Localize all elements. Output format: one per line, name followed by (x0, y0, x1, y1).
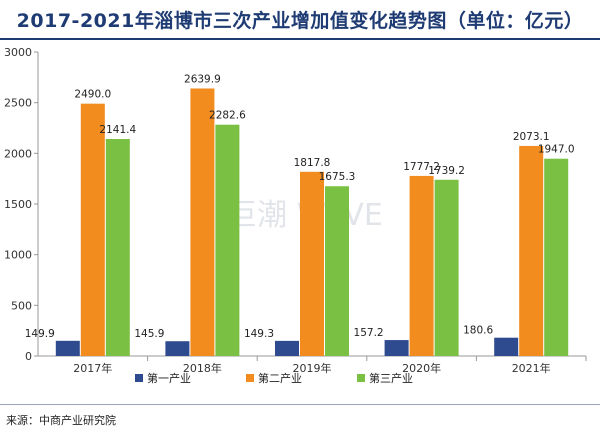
source-note: 来源：中商产业研究院 (6, 414, 116, 427)
x-tick-label: 2021年 (512, 361, 551, 375)
data-label: 2073.1 (513, 131, 550, 143)
x-tick-label: 2020年 (402, 361, 441, 375)
x-tick-label: 2019年 (293, 361, 332, 375)
bar-3-1 (105, 139, 130, 356)
bar-1-1 (55, 340, 80, 356)
data-label: 2141.4 (99, 124, 136, 136)
bar-1-4 (384, 340, 409, 356)
chart-title: 2017-2021年淄博市三次产业增加值变化趋势图（单位：亿元） (16, 10, 584, 32)
bar-3-4 (434, 179, 459, 356)
legend-swatch-2 (246, 374, 254, 382)
data-label: 149.3 (244, 328, 274, 340)
footer-rule (0, 404, 600, 405)
legend-label: 第三产业 (369, 371, 413, 385)
data-label: 1947.0 (538, 144, 575, 156)
bar-1-5 (494, 337, 519, 356)
data-label: 1739.2 (428, 165, 465, 177)
bar-chart: 巨潮 WAVE 050010001500200025003000149.9249… (4, 46, 587, 385)
y-tick-label: 1000 (4, 249, 32, 262)
data-label: 145.9 (134, 328, 164, 340)
legend-swatch-3 (357, 374, 365, 382)
bar-2-3 (300, 171, 324, 356)
data-label: 1817.8 (294, 157, 331, 169)
data-label: 2639.9 (184, 73, 221, 85)
data-label: 180.6 (463, 325, 493, 337)
bar-2-4 (409, 175, 434, 356)
bar-1-2 (165, 341, 190, 356)
y-tick-label: 3000 (4, 46, 32, 59)
bar-3-5 (544, 158, 569, 356)
title-rule (0, 38, 600, 40)
data-label: 157.2 (354, 327, 384, 339)
y-tick-label: 1500 (4, 198, 32, 211)
bar-2-2 (190, 88, 215, 356)
legend-swatch-1 (135, 374, 143, 382)
x-tick-label: 2018年 (183, 361, 222, 375)
bar-3-2 (215, 124, 240, 356)
bar-1-3 (275, 340, 299, 356)
data-label: 2282.6 (209, 110, 246, 122)
data-label: 2490.0 (74, 89, 111, 101)
legend-label: 第二产业 (258, 371, 302, 385)
y-tick-label: 0 (25, 350, 32, 363)
data-label: 149.9 (25, 328, 55, 340)
y-tick-label: 2500 (4, 97, 32, 110)
y-tick-label: 500 (11, 299, 32, 312)
bar-3-3 (325, 186, 349, 356)
x-tick-label: 2017年 (73, 361, 112, 375)
bar-2-1 (80, 103, 105, 357)
legend-label: 第一产业 (147, 371, 191, 385)
bar-2-5 (519, 145, 544, 356)
y-tick-label: 2000 (4, 147, 32, 160)
data-label: 1777.2 (403, 161, 440, 173)
data-label: 1675.3 (319, 171, 356, 183)
